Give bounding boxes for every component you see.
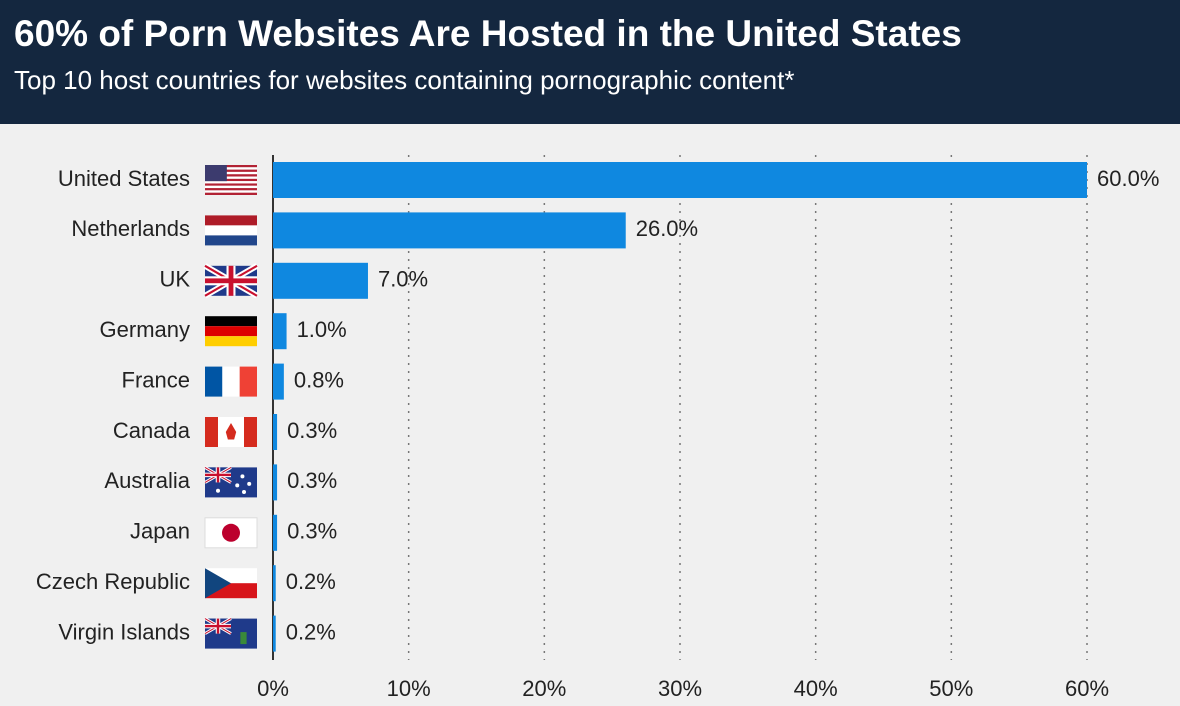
flag-part bbox=[205, 169, 257, 172]
chart-title: 60% of Porn Websites Are Hosted in the U… bbox=[14, 13, 962, 54]
flag-part bbox=[205, 336, 257, 347]
flag-part bbox=[205, 167, 257, 170]
value-label: 0.2% bbox=[286, 569, 336, 594]
bar bbox=[273, 212, 626, 249]
flag-part bbox=[205, 624, 231, 628]
flag-part bbox=[240, 632, 247, 645]
y-tick-label: UK bbox=[159, 267, 190, 292]
flag-part bbox=[242, 490, 246, 494]
value-label: 7.0% bbox=[378, 267, 428, 292]
bar bbox=[273, 414, 278, 450]
bar bbox=[273, 313, 287, 350]
bar bbox=[273, 363, 284, 400]
flag bbox=[204, 617, 257, 649]
x-tick-label: 20% bbox=[522, 676, 566, 701]
flag-part bbox=[205, 278, 257, 284]
flag-part bbox=[205, 568, 231, 599]
value-label: 60.0% bbox=[1097, 166, 1159, 191]
flag-part bbox=[205, 225, 257, 236]
x-tick-label: 60% bbox=[1065, 676, 1109, 701]
flag-part bbox=[222, 523, 240, 542]
x-tick-label: 30% bbox=[658, 676, 702, 701]
value-label: 0.2% bbox=[286, 619, 336, 644]
chart-subtitle: Top 10 host countries for websites conta… bbox=[14, 65, 794, 95]
value-label: 26.0% bbox=[636, 216, 698, 241]
flag-part bbox=[239, 366, 257, 397]
bar bbox=[273, 162, 1087, 198]
bar bbox=[273, 514, 278, 551]
flag bbox=[205, 366, 257, 397]
value-label: 0.3% bbox=[287, 519, 337, 544]
flags bbox=[203, 165, 259, 649]
bar bbox=[273, 262, 368, 299]
flag-part bbox=[205, 215, 257, 226]
flag-part bbox=[225, 423, 237, 440]
bar bbox=[273, 464, 278, 501]
flag bbox=[205, 568, 257, 599]
flag-part bbox=[216, 488, 220, 493]
flag-part bbox=[205, 417, 218, 447]
y-tick-label: Australia bbox=[104, 468, 190, 493]
flag bbox=[204, 466, 257, 498]
y-tick-label: Czech Republic bbox=[36, 569, 190, 594]
header bbox=[0, 0, 1180, 124]
x-tick-label: 0% bbox=[257, 676, 289, 701]
flag bbox=[205, 316, 257, 347]
flag-part bbox=[205, 190, 257, 193]
flag-part bbox=[205, 171, 257, 175]
value-label: 0.8% bbox=[294, 367, 344, 392]
y-tick-label: United States bbox=[58, 166, 190, 191]
value-label: 0.3% bbox=[287, 468, 337, 493]
flag-part bbox=[205, 176, 257, 179]
flag-part bbox=[244, 417, 257, 447]
x-tick-label: 40% bbox=[794, 676, 838, 701]
flag-part bbox=[240, 474, 245, 479]
y-tick-label: Germany bbox=[100, 317, 190, 342]
y-tick-label: Virgin Islands bbox=[58, 619, 190, 644]
value-label: 0.3% bbox=[287, 418, 337, 443]
flag-part bbox=[205, 183, 257, 186]
flag-part bbox=[205, 326, 257, 337]
flag bbox=[205, 165, 257, 195]
y-tick-label: Netherlands bbox=[71, 216, 190, 241]
flag bbox=[204, 517, 258, 549]
flag-part bbox=[205, 165, 227, 182]
flag-part bbox=[247, 481, 252, 486]
flag bbox=[205, 417, 257, 447]
flag-part bbox=[205, 366, 223, 397]
bar bbox=[273, 565, 276, 602]
value-label: 1.0% bbox=[297, 317, 347, 342]
flag-part bbox=[205, 316, 257, 327]
flag-part bbox=[222, 366, 240, 397]
bar bbox=[273, 615, 276, 652]
flag-part bbox=[205, 192, 257, 195]
y-tick-label: France bbox=[122, 367, 190, 392]
flag-part bbox=[205, 165, 257, 168]
flag-part bbox=[205, 188, 257, 191]
flag bbox=[205, 215, 257, 246]
flag-part bbox=[205, 185, 257, 189]
flag bbox=[203, 263, 259, 299]
y-tick-label: Japan bbox=[130, 519, 190, 544]
flag-part bbox=[205, 235, 257, 246]
flag-part bbox=[205, 178, 257, 182]
flag-part bbox=[205, 473, 231, 477]
flag-part bbox=[205, 181, 257, 184]
flag-part bbox=[235, 483, 240, 488]
x-tick-label: 50% bbox=[929, 676, 973, 701]
y-tick-label: Canada bbox=[113, 418, 191, 443]
flag-part bbox=[205, 174, 257, 177]
x-tick-label: 10% bbox=[387, 676, 431, 701]
